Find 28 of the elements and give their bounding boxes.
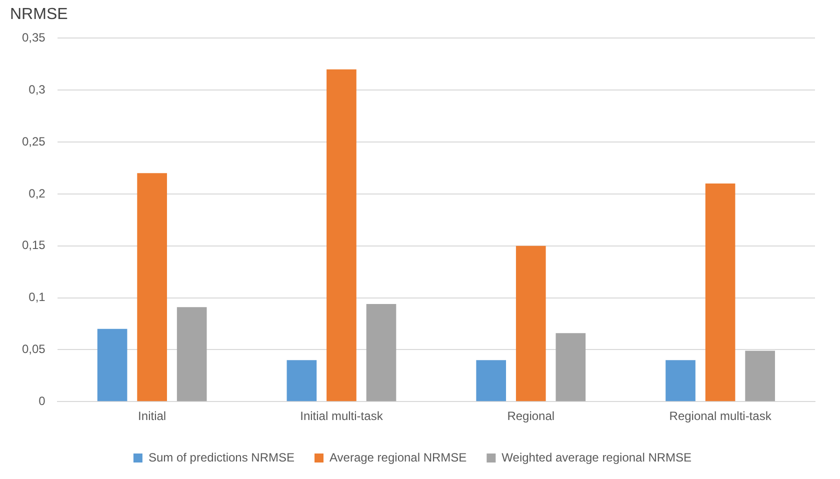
y-tick-label: 0,3 — [28, 82, 46, 96]
legend-label: Weighted average regional NRMSE — [502, 450, 692, 464]
y-tick-label: 0,25 — [22, 134, 46, 148]
x-tick-label: Initial — [138, 409, 166, 424]
bar — [705, 184, 736, 402]
bar — [286, 360, 317, 402]
y-tick-label: 0,15 — [22, 238, 46, 252]
bar — [666, 360, 696, 402]
y-tick-label: 0,1 — [28, 290, 46, 304]
bar — [366, 304, 396, 402]
y-tick-label: 0,05 — [22, 342, 46, 356]
bar — [745, 350, 775, 402]
bar — [97, 328, 128, 402]
x-tick-label: Regional multi-task — [669, 409, 772, 424]
bar — [556, 333, 586, 402]
bar — [326, 69, 356, 402]
x-tick-label: Initial multi-task — [300, 409, 384, 424]
legend-label: Sum of predictions NRMSE — [148, 450, 295, 464]
bar — [516, 246, 546, 402]
legend-label: Average regional NRMSE — [329, 450, 467, 464]
bar — [476, 360, 506, 402]
y-tick-label: 0,2 — [28, 186, 46, 200]
bar — [137, 173, 167, 402]
bar — [176, 307, 207, 402]
chart-title: NRMSE — [10, 6, 68, 24]
y-tick-label: 0 — [38, 394, 46, 408]
x-tick-label: Regional — [507, 409, 555, 424]
y-tick-label: 0,35 — [22, 30, 46, 45]
